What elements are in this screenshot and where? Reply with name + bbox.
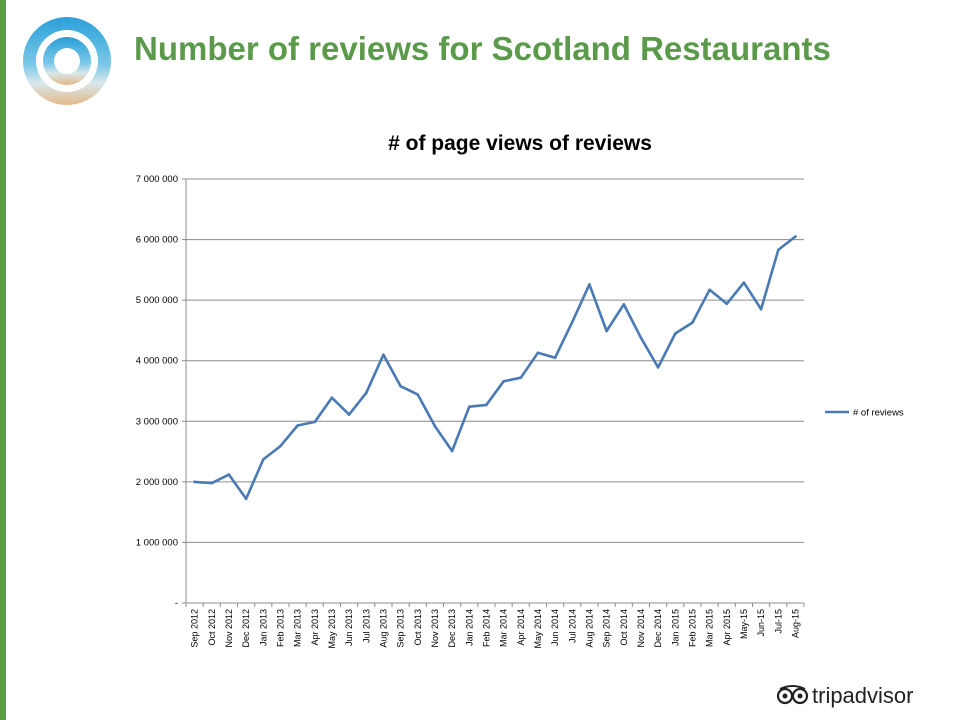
left-accent-bar	[0, 0, 6, 720]
x-tick-label: Dec 2013	[447, 609, 457, 648]
data-point	[467, 405, 471, 409]
x-tick-label: Mar 2013	[293, 609, 303, 647]
slide-title: Number of reviews for Scotland Restauran…	[134, 30, 831, 67]
data-point	[656, 366, 660, 369]
y-tick-label: 5 000 000	[136, 295, 178, 306]
tripadvisor-wordmark: tripadvisor	[812, 683, 913, 708]
x-tick-label: Dec 2014	[653, 609, 663, 648]
data-point	[227, 473, 231, 476]
x-tick-label: Oct 2014	[619, 609, 629, 646]
data-point	[536, 351, 540, 355]
y-tick-label: -	[175, 598, 178, 609]
data-point	[450, 449, 454, 453]
data-point	[742, 281, 746, 284]
data-point	[519, 376, 523, 379]
x-tick-label: Dec 2012	[241, 609, 251, 648]
x-tick-label: Apr 2014	[516, 609, 526, 646]
data-point	[588, 283, 591, 286]
x-tick-label: Jun 2013	[344, 609, 354, 646]
data-point	[673, 332, 677, 335]
x-tick-label: Feb 2014	[481, 609, 491, 647]
x-tick-label: Jul-15	[773, 609, 783, 634]
data-point	[725, 302, 729, 306]
data-point	[502, 380, 505, 383]
data-point	[330, 396, 334, 399]
x-tick-label: May-15	[739, 609, 749, 639]
x-tick-label: Nov 2012	[224, 609, 234, 648]
data-point	[347, 413, 351, 416]
x-tick-label: Jan 2013	[258, 609, 268, 646]
y-tick-label: 3 000 000	[136, 416, 178, 427]
x-tick-label: Jul 2013	[361, 609, 371, 643]
x-tick-label: Aug-15	[790, 609, 800, 638]
data-point	[553, 356, 557, 359]
x-tick-label: Sep 2013	[396, 609, 406, 648]
x-tick-label: Apr 2015	[722, 609, 732, 646]
legend-label: # of reviews	[853, 408, 904, 419]
series-line	[193, 235, 797, 501]
y-tick-label: 7 000 000	[136, 174, 178, 185]
x-tick-label: Nov 2013	[430, 609, 440, 648]
x-tick-label: Aug 2014	[584, 609, 594, 648]
data-point	[759, 307, 763, 311]
x-tick-label: Nov 2014	[636, 609, 646, 648]
chart-title: # of page views of reviews	[388, 132, 652, 155]
data-point	[776, 248, 780, 252]
data-point	[708, 288, 711, 292]
y-tick-label: 4 000 000	[136, 356, 178, 367]
data-point	[485, 403, 488, 407]
x-tick-label: Oct 2013	[413, 609, 423, 646]
x-tick-label: May 2013	[327, 609, 337, 649]
data-point	[296, 424, 299, 427]
data-point	[605, 329, 608, 333]
data-point	[570, 320, 574, 324]
x-tick-label: Sep 2012	[190, 609, 200, 648]
tripadvisor-logo: tripadvisor	[776, 683, 913, 708]
data-point	[622, 303, 626, 306]
x-tick-label: Jul 2014	[567, 609, 577, 643]
data-point	[794, 235, 797, 238]
x-tick-label: Mar 2014	[499, 609, 509, 647]
data-point	[364, 391, 368, 395]
data-point	[279, 444, 282, 448]
y-tick-label: 6 000 000	[136, 235, 178, 246]
x-tick-label: Jan 2015	[670, 609, 680, 646]
x-tick-label: Jan 2014	[464, 609, 474, 646]
x-tick-label: Aug 2013	[378, 609, 388, 648]
x-tick-label: Mar 2015	[705, 609, 715, 647]
y-tick-label: 1 000 000	[136, 537, 178, 548]
tripadvisor-owl-icon	[776, 685, 809, 705]
data-point	[691, 321, 694, 324]
data-point	[639, 336, 643, 339]
data-point	[313, 420, 317, 424]
data-point	[193, 480, 196, 484]
data-point	[399, 384, 402, 388]
x-tick-label: Feb 2013	[275, 609, 285, 647]
y-tick-label: 2 000 000	[136, 477, 178, 488]
x-tick-label: Oct 2012	[207, 609, 217, 646]
x-tick-label: May 2014	[533, 609, 543, 649]
data-point	[416, 393, 420, 396]
data-point	[210, 481, 214, 485]
x-tick-label: Feb 2015	[687, 609, 697, 647]
beach-ring-logo-icon	[23, 17, 111, 105]
x-tick-label: Jun-15	[756, 609, 766, 637]
data-point	[244, 497, 248, 501]
data-point	[382, 353, 385, 356]
x-tick-label: Apr 2013	[310, 609, 320, 646]
data-point	[261, 458, 265, 461]
data-point	[433, 424, 437, 428]
x-tick-label: Sep 2014	[602, 609, 612, 648]
x-tick-label: Jun 2014	[550, 609, 560, 646]
